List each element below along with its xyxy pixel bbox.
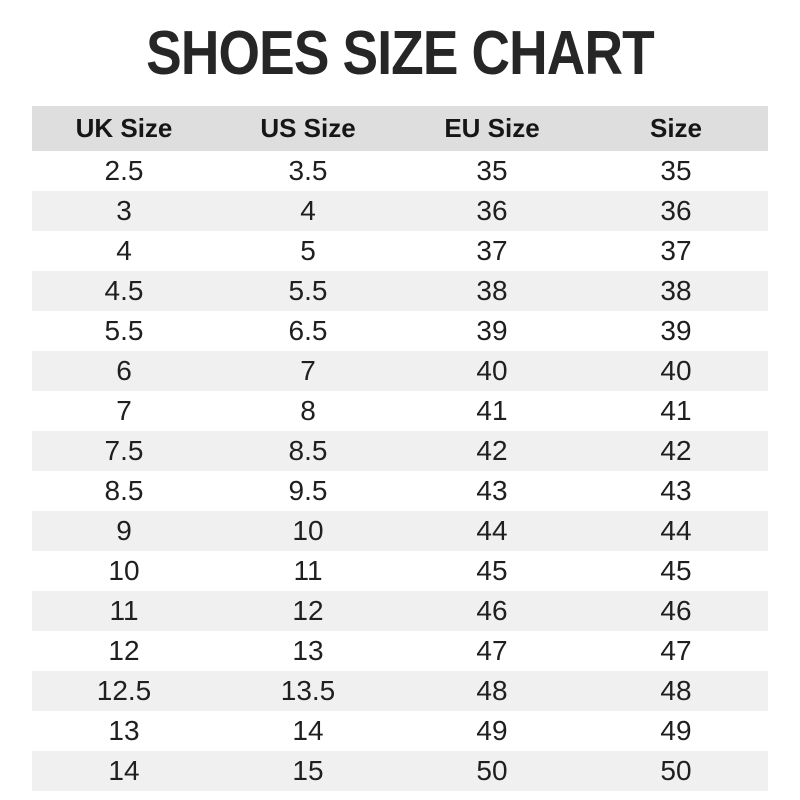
table-cell: 48 (660, 675, 692, 706)
table-header: UK Size US Size EU Size Size (32, 106, 768, 151)
table-cell: 4 (116, 235, 132, 266)
table-cell: 9 (116, 515, 132, 546)
table-row: 12.5 13.5 48 48 (32, 671, 768, 711)
table-cell: 47 (660, 635, 692, 666)
table-cell: 9.5 (288, 475, 328, 506)
column-header-eu-size: EU Size (400, 106, 584, 151)
size-conversion-table: UK Size US Size EU Size Size 2.5 3.5 35 35 3 4 36… (32, 106, 768, 791)
table-cell: 46 (476, 595, 508, 626)
table-cell: 38 (476, 275, 508, 306)
table-body: 2.5 3.5 35 35 3 4 36 36 4 5 37 37 4.5 5.5 38 38 5.5 6.5 39… (32, 151, 768, 791)
table-cell: 15 (292, 755, 324, 786)
table-row: 11 12 46 46 (32, 591, 768, 631)
table-row: 2.5 3.5 35 35 (32, 151, 768, 191)
table-cell: 13 (108, 715, 140, 746)
table-cell: 7 (116, 395, 132, 426)
table-cell: 3 (116, 195, 132, 226)
table-cell: 36 (476, 195, 508, 226)
table-cell: 40 (660, 355, 692, 386)
table-cell: 5.5 (104, 315, 144, 346)
table-cell: 13 (292, 635, 324, 666)
table-cell: 14 (108, 755, 140, 786)
table-cell: 2.5 (104, 155, 144, 186)
table-cell: 45 (660, 555, 692, 586)
table-row: 14 15 50 50 (32, 751, 768, 791)
column-header-uk-size: UK Size (32, 106, 216, 151)
table-cell: 5 (300, 235, 316, 266)
column-header-us-size: US Size (216, 106, 400, 151)
table-cell: 41 (660, 395, 692, 426)
table-row: 8.5 9.5 43 43 (32, 471, 768, 511)
table-cell: 4.5 (104, 275, 144, 306)
table-cell: 3.5 (288, 155, 328, 186)
table-cell: 5.5 (288, 275, 328, 306)
table-row: 7 8 41 41 (32, 391, 768, 431)
table-cell: 48 (476, 675, 508, 706)
table-cell: 37 (660, 235, 692, 266)
table-cell: 47 (476, 635, 508, 666)
table-row: 3 4 36 36 (32, 191, 768, 231)
table-cell: 49 (660, 715, 692, 746)
table-cell: 12 (108, 635, 140, 666)
table-header-row: UK Size US Size EU Size Size (32, 106, 768, 151)
table-row: 4.5 5.5 38 38 (32, 271, 768, 311)
table-cell: 50 (660, 755, 692, 786)
table-cell: 6.5 (288, 315, 328, 346)
table-row: 13 14 49 49 (32, 711, 768, 751)
table-cell: 45 (476, 555, 508, 586)
table-cell: 10 (108, 555, 140, 586)
table-cell: 43 (476, 475, 508, 506)
table-row: 7.5 8.5 42 42 (32, 431, 768, 471)
table-cell: 42 (476, 435, 508, 466)
table-cell: 37 (476, 235, 508, 266)
table-row: 9 10 44 44 (32, 511, 768, 551)
column-header-size: Size (584, 106, 768, 151)
table-cell: 46 (660, 595, 692, 626)
table-row: 6 7 40 40 (32, 351, 768, 391)
table-row: 5.5 6.5 39 39 (32, 311, 768, 351)
table-cell: 39 (476, 315, 508, 346)
table-row: 4 5 37 37 (32, 231, 768, 271)
table-cell: 50 (476, 755, 508, 786)
table-cell: 35 (476, 155, 508, 186)
table-cell: 7.5 (104, 435, 144, 466)
table-cell: 39 (660, 315, 692, 346)
table-cell: 11 (293, 555, 323, 586)
table-cell: 44 (660, 515, 692, 546)
table-row: 12 13 47 47 (32, 631, 768, 671)
table-cell: 8.5 (104, 475, 144, 506)
table-cell: 35 (660, 155, 692, 186)
table-cell: 44 (476, 515, 508, 546)
table-cell: 41 (476, 395, 508, 426)
page-title: SHOES SIZE CHART (146, 19, 655, 88)
table-cell: 4 (300, 195, 316, 226)
table-cell: 12 (292, 595, 324, 626)
table-cell: 7 (300, 355, 316, 386)
table-cell: 8.5 (288, 435, 328, 466)
table-cell: 36 (660, 195, 692, 226)
table-cell: 14 (292, 715, 324, 746)
table-cell: 6 (116, 355, 132, 386)
table-cell: 12.5 (96, 675, 152, 706)
table-cell: 10 (292, 515, 324, 546)
table-cell: 42 (660, 435, 692, 466)
table-cell: 38 (660, 275, 692, 306)
table-cell: 11 (109, 595, 139, 626)
table-cell: 43 (660, 475, 692, 506)
table-cell: 13.5 (280, 675, 336, 706)
table-cell: 49 (476, 715, 508, 746)
table-row: 10 11 45 45 (32, 551, 768, 591)
table-cell: 8 (300, 395, 316, 426)
table-cell: 40 (476, 355, 508, 386)
